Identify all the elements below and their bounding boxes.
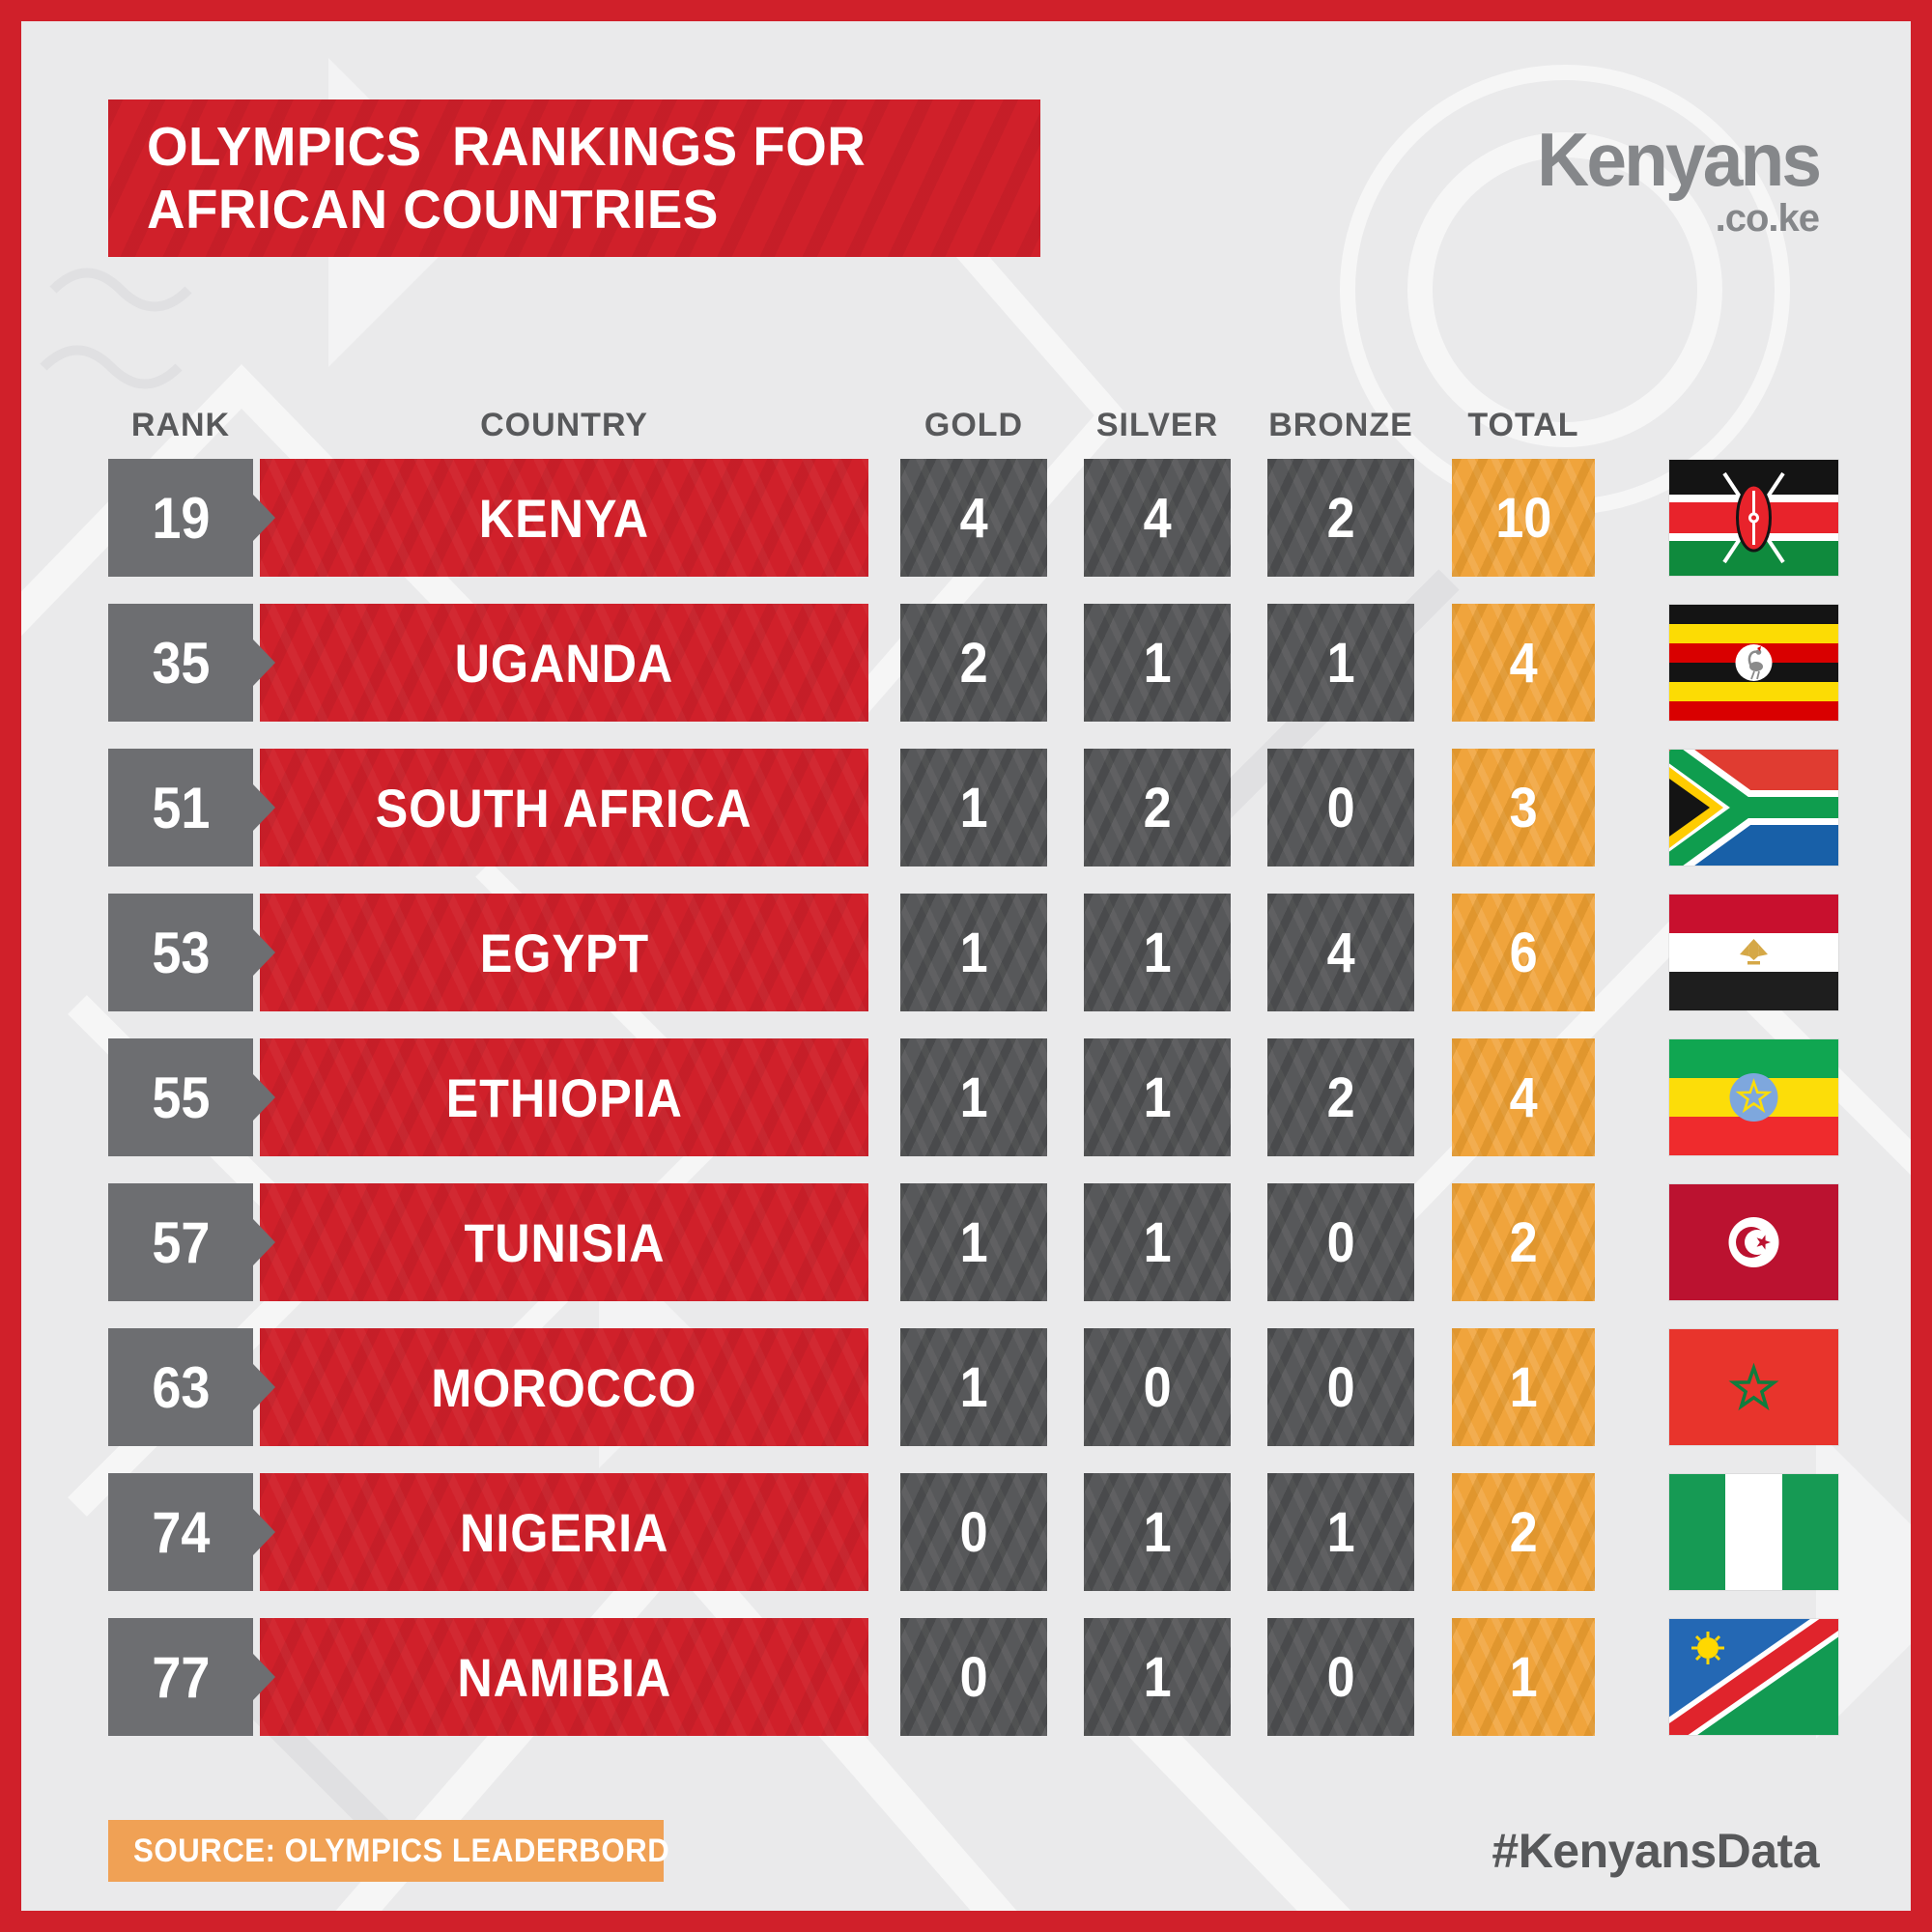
table-row: 55 ETHIOPIA 1 1 2 4 [108, 1038, 1842, 1156]
country-cell: NIGERIA [260, 1473, 868, 1591]
bronze-cell: 2 [1267, 1038, 1414, 1156]
rank-cell: 53 [108, 894, 253, 1011]
total-cell: 1 [1452, 1618, 1595, 1736]
silver-cell: 1 [1084, 1473, 1231, 1591]
gold-cell: 0 [900, 1473, 1047, 1591]
column-header-total: TOTAL [1467, 407, 1579, 443]
table-row: 35 UGANDA 2 1 1 4 [108, 604, 1842, 722]
column-header-bronze: BRONZE [1268, 407, 1413, 443]
table-row: 57 TUNISIA 1 1 0 2 [108, 1183, 1842, 1301]
tunisia-flag-icon [1669, 1184, 1838, 1300]
nigeria-flag-icon [1669, 1474, 1838, 1590]
total-cell: 4 [1452, 604, 1595, 722]
hashtag-label: #KenyansData [1492, 1824, 1819, 1878]
rank-arrow-icon [253, 1219, 275, 1265]
table-row: 19 KENYA 4 4 2 10 [108, 459, 1842, 577]
bronze-cell: 1 [1267, 604, 1414, 722]
total-cell: 2 [1452, 1473, 1595, 1591]
uganda-flag-icon [1669, 605, 1838, 721]
column-header-rank: RANK [130, 407, 231, 443]
gold-cell: 2 [900, 604, 1047, 722]
country-cell: TUNISIA [260, 1183, 868, 1301]
rank-arrow-icon [253, 1654, 275, 1700]
rank-cell: 55 [108, 1038, 253, 1156]
kenya-flag-icon [1669, 460, 1838, 576]
morocco-flag-icon [1669, 1329, 1838, 1445]
table-row: 53 EGYPT 1 1 4 6 [108, 894, 1842, 1011]
source-bar: SOURCE: OLYMPICS LEADERBORD [108, 1820, 669, 1882]
rank-arrow-icon [253, 929, 275, 976]
gold-cell: 1 [900, 1038, 1047, 1156]
gold-cell: 0 [900, 1618, 1047, 1736]
gold-cell: 4 [900, 459, 1047, 577]
country-cell: UGANDA [260, 604, 868, 722]
rank-arrow-icon [253, 1074, 275, 1121]
south-africa-flag-icon [1669, 750, 1838, 866]
rank-cell: 77 [108, 1618, 253, 1736]
total-cell: 4 [1452, 1038, 1595, 1156]
silver-cell: 0 [1084, 1328, 1231, 1446]
country-cell: MOROCCO [260, 1328, 868, 1446]
table-row: 51 SOUTH AFRICA 1 2 0 3 [108, 749, 1842, 867]
silver-cell: 1 [1084, 894, 1231, 1011]
country-cell: KENYA [260, 459, 868, 577]
rank-arrow-icon [253, 1364, 275, 1410]
rank-cell: 57 [108, 1183, 253, 1301]
rank-arrow-icon [253, 639, 275, 686]
rank-cell: 51 [108, 749, 253, 867]
bronze-cell: 0 [1267, 749, 1414, 867]
table-row: 77 NAMIBIA 0 1 0 1 [108, 1618, 1842, 1736]
column-header-country: COUNTRY [480, 407, 648, 443]
country-cell: SOUTH AFRICA [260, 749, 868, 867]
bronze-cell: 0 [1267, 1183, 1414, 1301]
silver-cell: 1 [1084, 1183, 1231, 1301]
rank-cell: 74 [108, 1473, 253, 1591]
total-cell: 10 [1452, 459, 1595, 577]
country-cell: EGYPT [260, 894, 868, 1011]
silver-cell: 2 [1084, 749, 1231, 867]
gold-cell: 1 [900, 749, 1047, 867]
total-cell: 1 [1452, 1328, 1595, 1446]
ethiopia-flag-icon [1669, 1039, 1838, 1155]
page-title-line-2: AFRICAN COUNTRIES [147, 178, 719, 241]
source-label: SOURCE: OLYMPICS LEADERBORD [133, 1832, 670, 1869]
total-cell: 2 [1452, 1183, 1595, 1301]
rank-arrow-icon [253, 495, 275, 541]
rank-cell: 63 [108, 1328, 253, 1446]
bronze-cell: 1 [1267, 1473, 1414, 1591]
bronze-cell: 2 [1267, 459, 1414, 577]
rank-arrow-icon [253, 1509, 275, 1555]
silver-cell: 1 [1084, 604, 1231, 722]
title-banner: OLYMPICS RANKINGS FOR AFRICAN COUNTRIES [108, 99, 1040, 257]
table-row: 63 MOROCCO 1 0 0 1 [108, 1328, 1842, 1446]
total-cell: 3 [1452, 749, 1595, 867]
kenyans-logo: Kenyans .co.ke [1525, 117, 1822, 240]
page-title-line-1: OLYMPICS RANKINGS FOR [147, 116, 867, 179]
column-header-silver: SILVER [1095, 407, 1219, 443]
country-cell: ETHIOPIA [260, 1038, 868, 1156]
rank-cell: 19 [108, 459, 253, 577]
silver-cell: 4 [1084, 459, 1231, 577]
total-cell: 6 [1452, 894, 1595, 1011]
namibia-flag-icon [1669, 1619, 1838, 1735]
kenyans-logo-domain: .co.ke [1715, 197, 1820, 240]
kenyans-logo-wordmark: Kenyans [1537, 117, 1822, 202]
bronze-cell: 0 [1267, 1618, 1414, 1736]
table-row: 74 NIGERIA 0 1 1 2 [108, 1473, 1842, 1591]
bronze-cell: 4 [1267, 894, 1414, 1011]
rank-arrow-icon [253, 784, 275, 831]
silver-cell: 1 [1084, 1618, 1231, 1736]
bronze-cell: 0 [1267, 1328, 1414, 1446]
gold-cell: 1 [900, 894, 1047, 1011]
gold-cell: 1 [900, 1183, 1047, 1301]
rank-cell: 35 [108, 604, 253, 722]
gold-cell: 1 [900, 1328, 1047, 1446]
egypt-flag-icon [1669, 895, 1838, 1010]
column-header-gold: GOLD [923, 407, 1024, 443]
country-cell: NAMIBIA [260, 1618, 868, 1736]
silver-cell: 1 [1084, 1038, 1231, 1156]
